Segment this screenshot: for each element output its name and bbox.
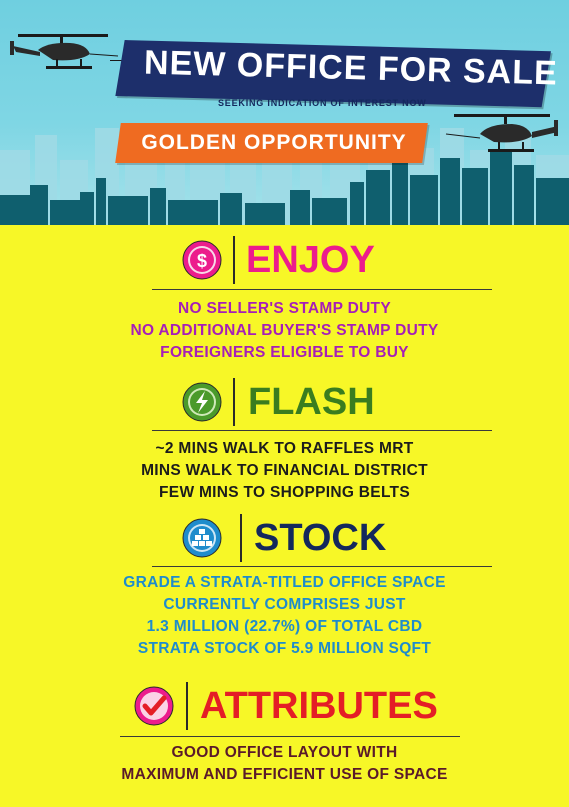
section-title: STOCK <box>254 517 387 559</box>
feature-list: GOOD OFFICE LAYOUT WITH MAXIMUM AND EFFI… <box>0 742 569 786</box>
underline <box>120 736 460 737</box>
city-skyline-illustration <box>0 128 569 225</box>
underline <box>152 566 492 567</box>
helicopter-left-icon <box>10 34 119 69</box>
page-subtitle: SEEKING INDICATION OF INTEREST NOW <box>218 98 427 108</box>
page-title: NEW OFFICE FOR SALE <box>143 43 559 93</box>
feature-line: NO SELLER'S STAMP DUTY <box>178 300 391 317</box>
feature-line: CURRENTLY COMPRISES JUST <box>163 596 406 613</box>
divider <box>186 682 188 730</box>
feature-line: MAXIMUM AND EFFICIENT USE OF SPACE <box>121 766 448 783</box>
feature-list: NO SELLER'S STAMP DUTY NO ADDITIONAL BUY… <box>0 298 569 364</box>
feature-line: FOREIGNERS ELIGIBLE TO BUY <box>160 344 409 361</box>
feature-line: GRADE A STRATA-TITLED OFFICE SPACE <box>123 574 446 591</box>
section-title: ENJOY <box>246 239 375 281</box>
lightning-icon <box>182 382 222 422</box>
divider <box>233 236 235 284</box>
underline <box>152 289 492 290</box>
gold-bars-icon <box>182 518 222 558</box>
feature-line: STRATA STOCK OF 5.9 MILLION SQFT <box>137 640 432 657</box>
feature-line: MINS WALK TO FINANCIAL DISTRICT <box>141 462 428 479</box>
feature-list: GRADE A STRATA-TITLED OFFICE SPACE CURRE… <box>0 572 569 660</box>
checkmark-icon <box>134 686 174 726</box>
feature-line: FEW MINS TO SHOPPING BELTS <box>159 484 410 501</box>
feature-list: ~2 MINS WALK TO RAFFLES MRT MINS WALK TO… <box>0 438 569 504</box>
section-title: ATTRIBUTES <box>200 685 438 727</box>
feature-line: 1.3 MILLION (22.7%) OF TOTAL CBD <box>146 618 423 635</box>
helicopter-right-icon <box>445 114 558 152</box>
underline <box>152 430 492 431</box>
divider <box>233 378 235 426</box>
feature-line: ~2 MINS WALK TO RAFFLES MRT <box>155 440 414 457</box>
feature-line: GOOD OFFICE LAYOUT WITH <box>171 744 398 761</box>
section-title: FLASH <box>248 381 375 423</box>
sky-header: NEW OFFICE FOR SALE SEEKING INDICATION O… <box>0 0 569 225</box>
banner-rope <box>110 60 126 61</box>
dollar-icon: $ <box>182 240 222 280</box>
feature-line: NO ADDITIONAL BUYER'S STAMP DUTY <box>130 322 439 339</box>
tagline: GOLDEN OPPORTUNITY <box>141 131 407 154</box>
divider <box>240 514 242 562</box>
svg-text:$: $ <box>197 251 207 271</box>
